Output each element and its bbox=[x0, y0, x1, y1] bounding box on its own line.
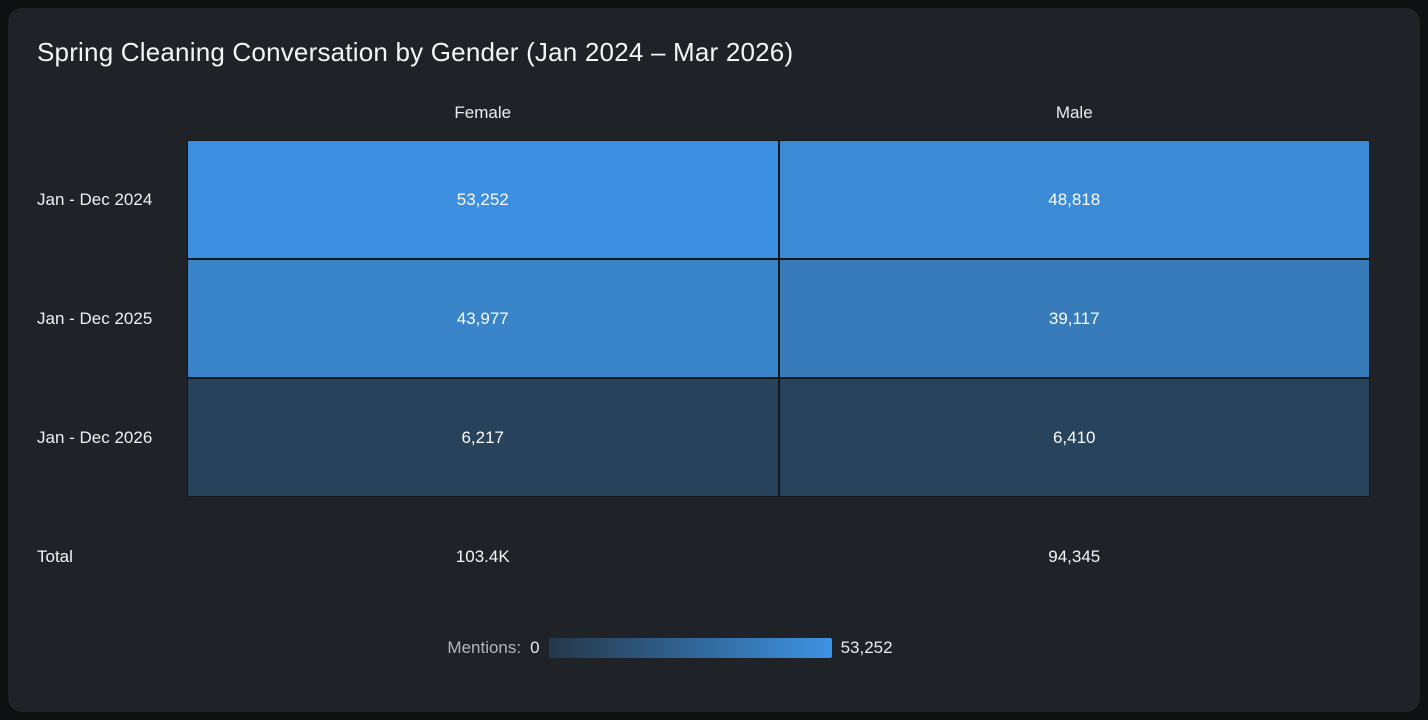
total-value-male: 94,345 bbox=[1048, 547, 1101, 566]
legend: Mentions: 0 53,252 bbox=[8, 638, 1332, 658]
heatmap-cell-male-2[interactable]: 6,410 bbox=[778, 378, 1370, 497]
chart-panel: Spring Cleaning Conversation by Gender (… bbox=[8, 8, 1420, 712]
heatmap-rows: Jan - Dec 2024 53,252 48,818 Jan - Dec 2025… bbox=[37, 140, 1370, 497]
heatmap-row: Jan - Dec 2026 6,217 6,410 bbox=[37, 378, 1370, 497]
heatmap-cell-male-1[interactable]: 39,117 bbox=[778, 259, 1370, 378]
total-label: Total bbox=[37, 547, 73, 566]
total-value-female: 103.4K bbox=[455, 547, 510, 566]
row-label-0: Jan - Dec 2024 bbox=[37, 189, 153, 209]
heatmap-cell-male-0[interactable]: 48,818 bbox=[778, 140, 1370, 259]
heatmap-cell-female-1[interactable]: 43,977 bbox=[187, 259, 779, 378]
heatmap-cell-female-2[interactable]: 6,217 bbox=[187, 378, 779, 497]
chart-title: Spring Cleaning Conversation by Gender (… bbox=[37, 37, 794, 67]
heatmap: Female Male Jan - Dec 2024 53,252 48,818 Ja… bbox=[37, 102, 1370, 568]
column-header-male: Male bbox=[1055, 103, 1093, 122]
legend-max-value: 53,252 bbox=[840, 638, 893, 657]
column-header-row: Female Male bbox=[37, 102, 1370, 124]
legend-label: Mentions: bbox=[447, 638, 522, 657]
total-row: Total 103.4K 94,345 bbox=[37, 546, 1370, 568]
column-header-female: Female bbox=[454, 103, 512, 122]
heatmap-row: Jan - Dec 2025 43,977 39,117 bbox=[37, 259, 1370, 378]
row-label-1: Jan - Dec 2025 bbox=[37, 308, 153, 328]
row-label-2: Jan - Dec 2026 bbox=[37, 427, 153, 447]
legend-gradient-bar bbox=[548, 638, 832, 658]
heatmap-cell-female-0[interactable]: 53,252 bbox=[187, 140, 779, 259]
heatmap-row: Jan - Dec 2024 53,252 48,818 bbox=[37, 140, 1370, 259]
header-spacer bbox=[37, 102, 187, 124]
legend-min-value: 0 bbox=[530, 638, 540, 657]
